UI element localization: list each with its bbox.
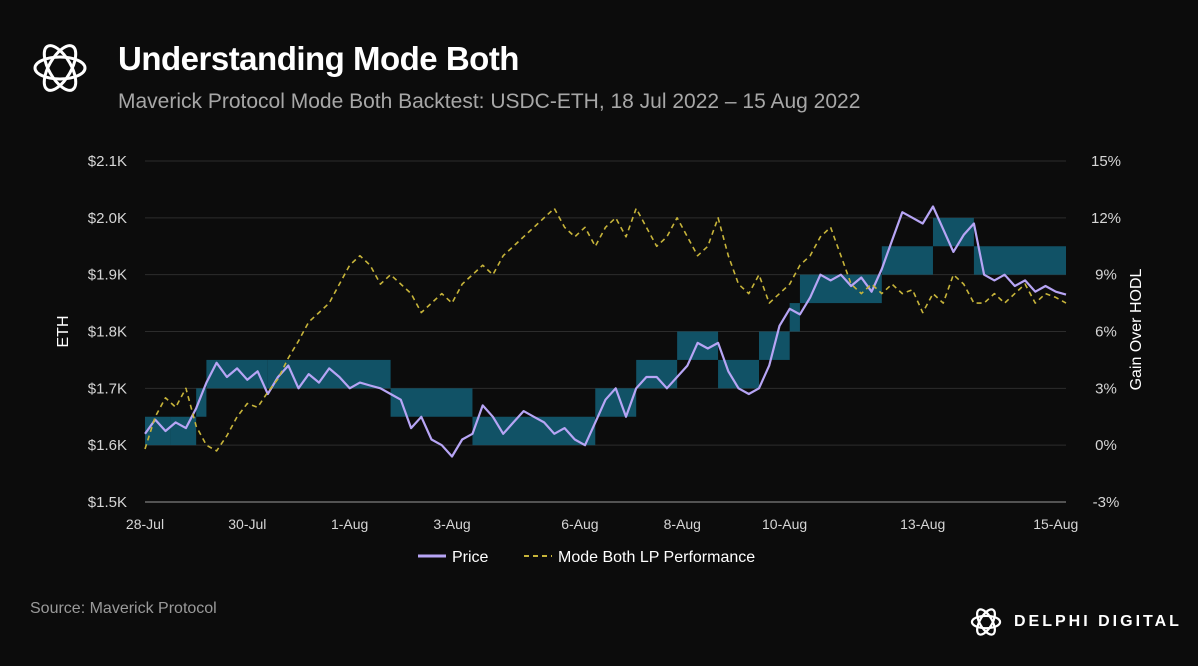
y-left-tick-label: $2.0K — [88, 210, 127, 227]
y-left-tick-label: $1.9K — [88, 267, 127, 284]
series-lines — [144, 205, 1067, 458]
x-tick-label: 3-Aug — [433, 516, 470, 532]
price-line — [144, 205, 1067, 458]
liquidity-bin — [595, 388, 637, 417]
legend: Price Mode Both LP Performance — [418, 549, 755, 566]
liquidity-bin — [973, 246, 1066, 275]
liquidity-bin — [881, 246, 933, 275]
x-tick-label: 8-Aug — [664, 516, 701, 532]
y-right-tick-label: 6% — [1095, 324, 1117, 341]
x-tick-label: 30-Jul — [228, 516, 266, 532]
y-left-tick-label: $1.7K — [88, 380, 127, 397]
grid-lines — [145, 160, 1066, 503]
delphi-brand-icon — [970, 608, 1002, 636]
y-right-tick-label: 12% — [1091, 210, 1121, 227]
brand-name: DELPHI DIGITAL — [1014, 613, 1182, 630]
y-right-tick-label: 0% — [1095, 437, 1117, 454]
y-left-tick-label: $1.6K — [88, 437, 127, 454]
y-right-tick-label: -3% — [1093, 494, 1120, 511]
x-tick-label: 10-Aug — [762, 516, 807, 532]
x-tick-label: 13-Aug — [900, 516, 945, 532]
liquidity-bin — [267, 359, 391, 389]
legend-price-label: Price — [452, 549, 489, 566]
legend-lp-label: Mode Both LP Performance — [558, 549, 755, 566]
y-right-tick-label: 15% — [1091, 153, 1121, 170]
x-tick-label: 1-Aug — [331, 516, 368, 532]
source-note: Source: Maverick Protocol — [30, 600, 217, 617]
y-right-tick-label: 9% — [1095, 267, 1117, 284]
y-right-tick-label: 3% — [1095, 380, 1117, 397]
x-tick-label: 15-Aug — [1033, 516, 1078, 532]
x-tick-label: 28-Jul — [126, 516, 164, 532]
y-left-tick-label: $1.5K — [88, 494, 127, 511]
axes: $2.1K 15% $2.0K 12% $1.9K 9% $1.8K 6% $1.7K 3% $1.… — [55, 153, 1145, 532]
y-left-axis-title: ETH — [55, 316, 72, 348]
x-tick-label: 6-Aug — [561, 516, 598, 532]
y-left-tick-label: $1.8K — [88, 324, 127, 341]
page-subtitle: Maverick Protocol Mode Both Backtest: US… — [118, 90, 861, 113]
page-title: Understanding Mode Both — [118, 40, 519, 77]
y-right-axis-title: Gain Over HODL — [1128, 268, 1145, 390]
liquidity-bin — [789, 303, 800, 332]
brand-mark: DELPHI DIGITAL — [968, 604, 1182, 640]
liquidity-bin — [718, 359, 759, 389]
lp-performance-line — [144, 207, 1067, 452]
liquidity-bin — [170, 416, 197, 446]
liquidity-bin — [196, 388, 207, 417]
delphi-logo-icon — [33, 44, 87, 92]
y-left-tick-label: $2.1K — [88, 153, 127, 170]
